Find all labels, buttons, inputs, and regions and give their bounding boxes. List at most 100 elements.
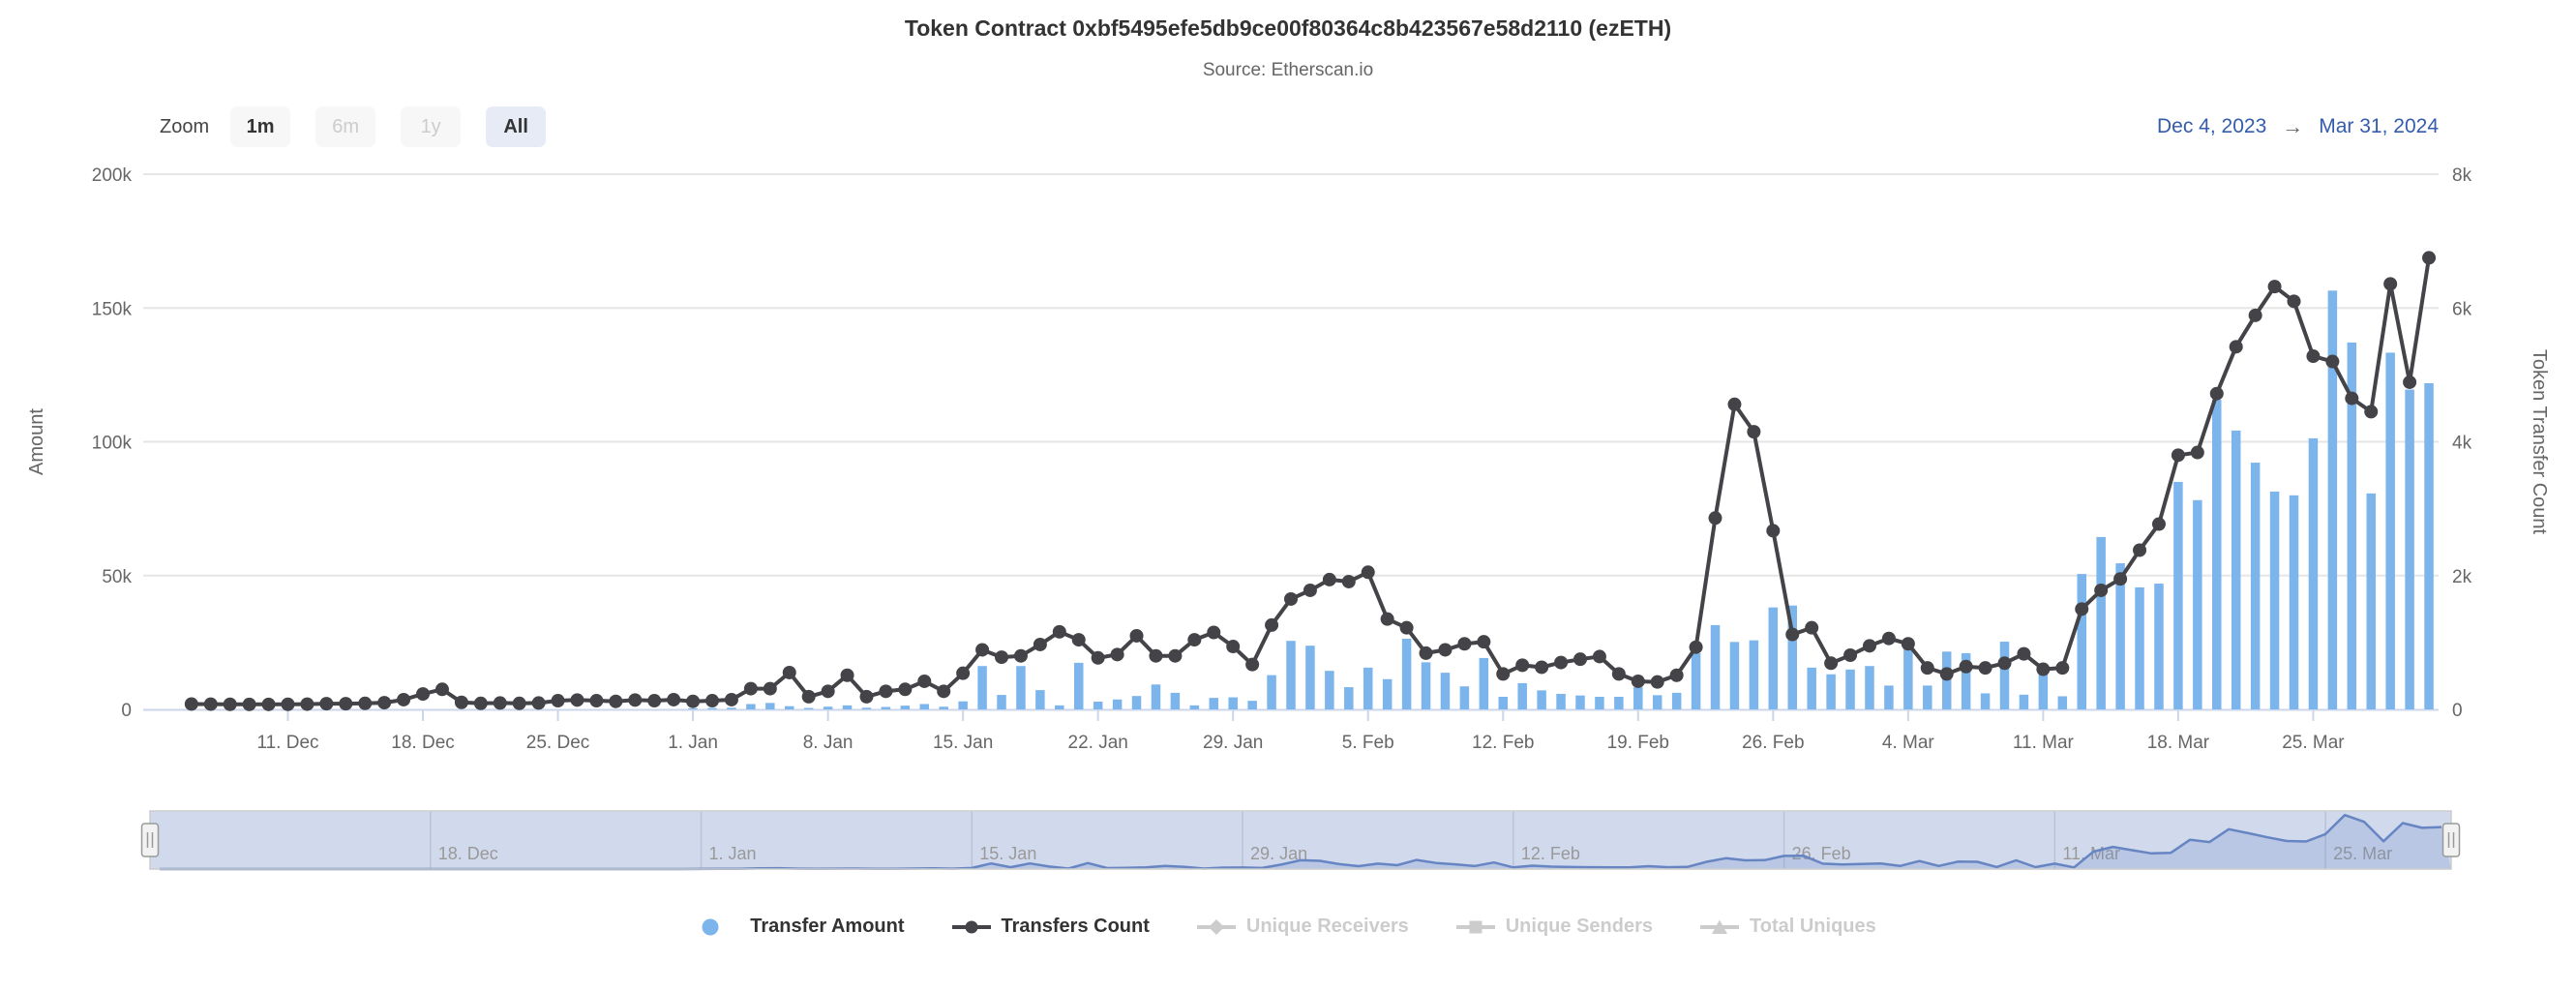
transfers-count-point[interactable] [647, 694, 662, 708]
transfers-count-point[interactable] [1129, 628, 1144, 643]
transfers-count-point[interactable] [1380, 612, 1394, 626]
transfer-amount-bar[interactable] [1479, 657, 1489, 709]
transfers-count-point[interactable] [628, 693, 643, 707]
transfers-count-point[interactable] [2345, 391, 2359, 405]
legend-item-unique-senders[interactable]: Unique Senders [1455, 916, 1653, 938]
transfer-amount-bar[interactable] [803, 707, 814, 709]
transfers-count-point[interactable] [2171, 448, 2185, 463]
transfer-amount-bar[interactable] [919, 704, 930, 709]
transfer-amount-bar[interactable] [1112, 699, 1123, 709]
transfer-amount-bar[interactable] [784, 706, 794, 709]
transfer-amount-bar[interactable] [2250, 463, 2261, 709]
transfers-count-point[interactable] [2383, 277, 2398, 291]
transfers-count-point[interactable] [1477, 635, 1491, 649]
transfer-amount-bar[interactable] [2424, 382, 2434, 709]
transfers-count-point[interactable] [956, 666, 971, 680]
transfers-count-point[interactable] [2113, 572, 2128, 586]
transfer-amount-bar[interactable] [1247, 701, 1257, 709]
transfers-count-point[interactable] [1959, 659, 1973, 674]
transfers-count-point[interactable] [1438, 643, 1453, 657]
transfers-count-point[interactable] [1457, 637, 1472, 651]
handle-body[interactable] [140, 823, 160, 857]
transfer-amount-bar[interactable] [823, 706, 833, 709]
zoom-button-all[interactable]: All [486, 106, 547, 147]
transfer-amount-bar[interactable] [1826, 674, 1836, 709]
handle-body[interactable] [2441, 823, 2461, 857]
transfer-amount-bar[interactable] [1903, 646, 1913, 709]
transfers-count-point[interactable] [339, 697, 353, 711]
transfer-amount-bar[interactable] [2115, 563, 2125, 709]
transfer-amount-bar[interactable] [1016, 666, 1026, 709]
transfers-count-point[interactable] [1573, 652, 1587, 667]
transfers-count-point[interactable] [1265, 617, 1279, 632]
transfers-count-point[interactable] [300, 697, 315, 711]
transfers-count-point[interactable] [1071, 633, 1086, 647]
transfer-amount-bar[interactable] [1671, 692, 1682, 709]
transfer-amount-bar[interactable] [2019, 694, 2029, 709]
transfers-count-point[interactable] [1187, 633, 1202, 647]
legend-item-transfer-amount[interactable]: Transfer Amount [700, 916, 905, 938]
transfer-amount-bar[interactable] [958, 701, 968, 709]
transfer-amount-bar[interactable] [2289, 495, 2299, 709]
transfer-amount-bar[interactable] [2038, 667, 2049, 709]
transfer-amount-bar[interactable] [1807, 667, 1816, 709]
transfers-count-point[interactable] [397, 692, 411, 706]
transfer-amount-bar[interactable] [1209, 698, 1219, 709]
transfers-count-point[interactable] [2133, 543, 2147, 557]
transfers-count-point[interactable] [1650, 675, 1664, 689]
transfer-amount-bar[interactable] [1459, 686, 1470, 709]
transfers-count-point[interactable] [1496, 667, 1511, 681]
transfers-count-point[interactable] [261, 697, 276, 711]
transfer-amount-bar[interactable] [1498, 697, 1509, 709]
transfers-count-point[interactable] [724, 692, 738, 706]
transfers-count-point[interactable] [358, 696, 373, 710]
transfers-count-point[interactable] [1399, 620, 1414, 635]
transfer-amount-bar[interactable] [1923, 685, 1932, 709]
transfers-count-point[interactable] [821, 684, 835, 699]
transfers-count-point[interactable] [1611, 667, 1626, 681]
transfer-amount-bar[interactable] [1691, 652, 1701, 709]
transfer-amount-bar[interactable] [2347, 342, 2357, 709]
transfers-count-point[interactable] [917, 674, 932, 688]
transfers-count-point[interactable] [1033, 637, 1047, 651]
transfers-count-point[interactable] [1091, 650, 1105, 665]
transfers-count-point[interactable] [1881, 631, 1896, 646]
transfer-amount-bar[interactable] [1131, 696, 1142, 709]
transfer-amount-bar[interactable] [2405, 389, 2414, 709]
transfers-count-point[interactable] [801, 689, 816, 704]
transfers-count-point[interactable] [1689, 640, 1703, 654]
transfers-count-point[interactable] [473, 696, 488, 710]
transfer-amount-bar[interactable] [2135, 586, 2144, 709]
legend-item-unique-receivers[interactable]: Unique Receivers [1196, 916, 1409, 938]
transfer-amount-bar[interactable] [2154, 584, 2164, 709]
transfers-count-point[interactable] [1013, 648, 1028, 663]
transfer-amount-bar[interactable] [1440, 673, 1451, 709]
transfer-amount-bar[interactable] [1710, 624, 1721, 709]
transfers-count-point[interactable] [2248, 308, 2262, 322]
transfers-count-point[interactable] [859, 689, 874, 704]
transfers-count-point[interactable] [2325, 354, 2340, 369]
transfers-count-point[interactable] [2190, 445, 2204, 460]
date-range-to[interactable]: Mar 31, 2024 [2319, 115, 2439, 137]
transfer-amount-bar[interactable] [688, 707, 698, 709]
transfers-count-line[interactable] [184, 251, 2437, 711]
transfer-amount-bar[interactable] [2057, 696, 2068, 709]
transfers-count-point[interactable] [1805, 620, 1819, 635]
transfer-amount-bar[interactable] [707, 707, 717, 709]
transfers-count-point[interactable] [2287, 294, 2301, 309]
transfers-count-point[interactable] [1727, 397, 1742, 411]
transfers-count-point[interactable] [531, 696, 546, 710]
transfers-count-point[interactable] [1862, 639, 1876, 653]
transfers-count-point[interactable] [1284, 591, 1298, 606]
transfer-amount-bar[interactable] [1073, 662, 1084, 709]
transfers-count-point[interactable] [686, 694, 701, 708]
transfer-amount-bar[interactable] [1556, 693, 1566, 709]
transfers-count-point[interactable] [975, 643, 990, 657]
transfer-amount-bar[interactable] [2212, 400, 2222, 709]
transfers-count-point[interactable] [1226, 640, 1241, 654]
transfers-count-point[interactable] [1052, 624, 1066, 639]
transfer-amount-bar[interactable] [881, 706, 891, 709]
transfers-count-point[interactable] [454, 695, 468, 709]
transfer-amount-bar[interactable] [1865, 666, 1874, 709]
transfer-amount-bar[interactable] [900, 706, 911, 709]
